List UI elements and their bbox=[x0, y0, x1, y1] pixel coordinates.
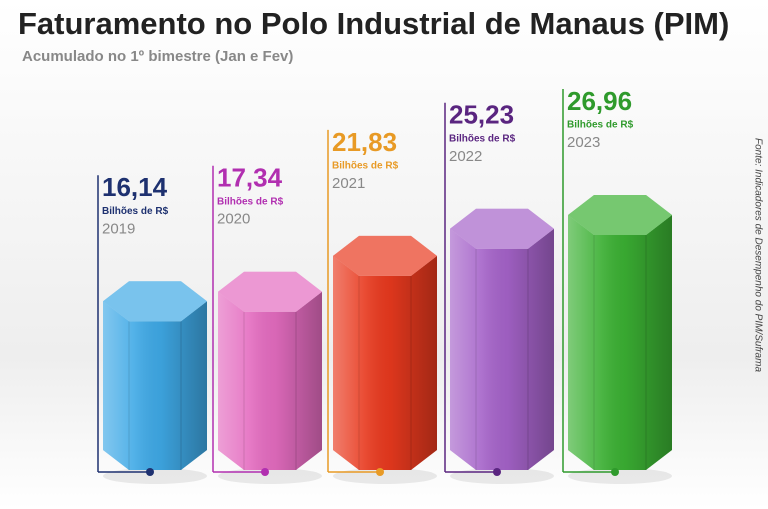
bar-shade bbox=[450, 228, 554, 470]
unit-label: Bilhões de R$ bbox=[449, 133, 516, 144]
bar-shade bbox=[103, 301, 207, 470]
leader-dot bbox=[493, 468, 501, 476]
bar-shade bbox=[218, 291, 322, 470]
value-label: 16,14 bbox=[102, 172, 168, 202]
unit-label: Bilhões de R$ bbox=[102, 206, 169, 217]
bar-top-light bbox=[568, 195, 672, 235]
x-tick-label: 2019 bbox=[102, 220, 135, 237]
chart-title: Faturamento no Polo Industrial de Manaus… bbox=[18, 6, 729, 41]
leader-dot bbox=[376, 468, 384, 476]
bar-top bbox=[333, 235, 437, 276]
bar-top-light bbox=[333, 235, 437, 276]
bar-shadow bbox=[218, 468, 322, 484]
leader-dot bbox=[261, 468, 269, 476]
value-label: 21,83 bbox=[332, 127, 397, 157]
bar-top bbox=[218, 271, 322, 312]
source-note: Fonte: Indicadores de Desempenho do PIM/… bbox=[752, 138, 763, 372]
bar-top-light bbox=[103, 281, 207, 322]
leader-dot bbox=[611, 468, 619, 476]
unit-label: Bilhões de R$ bbox=[217, 196, 284, 207]
bar-top bbox=[450, 208, 554, 249]
bar-shadow bbox=[568, 468, 672, 484]
bar-shade bbox=[333, 255, 437, 470]
bar-top-light bbox=[218, 271, 322, 312]
x-tick-label: 2021 bbox=[332, 175, 365, 192]
bar-top bbox=[103, 281, 207, 322]
x-tick-label: 2020 bbox=[217, 211, 250, 228]
unit-label: Bilhões de R$ bbox=[332, 161, 399, 172]
value-label: 26,96 bbox=[567, 86, 632, 116]
leader-dot bbox=[146, 468, 154, 476]
bar-shadow bbox=[333, 468, 437, 484]
x-tick-label: 2023 bbox=[567, 134, 600, 151]
value-label: 25,23 bbox=[449, 100, 514, 130]
bar-shadow bbox=[103, 468, 207, 484]
chart-subtitle: Acumulado no 1º bimestre (Jan e Fev) bbox=[22, 48, 293, 65]
bar-top-light bbox=[450, 208, 554, 249]
bar-shade bbox=[568, 215, 672, 470]
x-tick-label: 2022 bbox=[449, 148, 482, 165]
unit-label: Bilhões de R$ bbox=[567, 120, 634, 131]
value-label: 17,34 bbox=[217, 163, 283, 193]
bar-top bbox=[568, 195, 672, 235]
bar-shadow bbox=[450, 468, 554, 484]
